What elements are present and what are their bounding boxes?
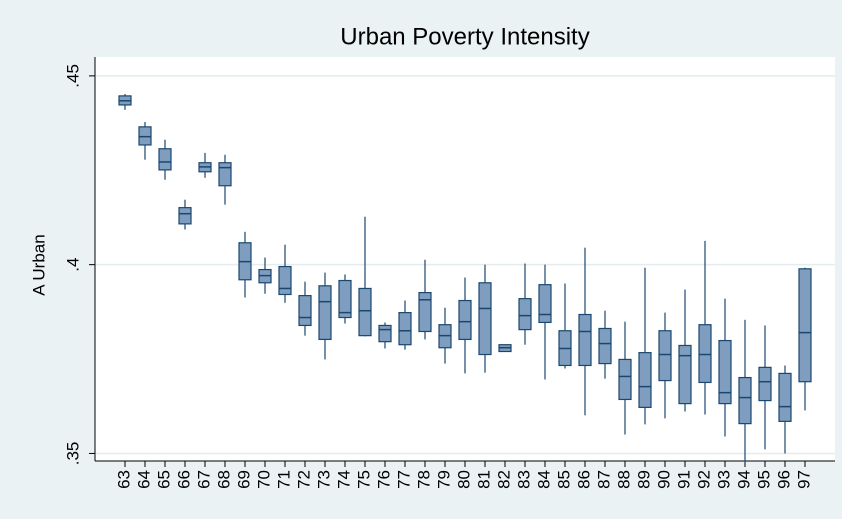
box [398, 312, 412, 346]
box [598, 327, 612, 365]
x-tick-label: 79 [434, 470, 453, 489]
box [218, 162, 232, 187]
box [478, 282, 492, 356]
x-tick-label: 63 [114, 470, 133, 489]
y-tick-label: .4 [63, 258, 82, 272]
x-tick-label: 73 [314, 470, 333, 489]
box [758, 366, 772, 402]
x-tick-label: 78 [414, 470, 433, 489]
x-tick-label: 66 [174, 470, 193, 489]
x-tick-label: 86 [574, 470, 593, 489]
box [458, 299, 472, 341]
x-tick-label: 94 [734, 470, 753, 489]
box [378, 324, 392, 343]
box [338, 279, 352, 319]
x-tick-label: 85 [554, 470, 573, 489]
x-tick-label: 64 [134, 470, 153, 489]
x-tick-label: 91 [674, 470, 693, 489]
x-tick-label: 81 [474, 470, 493, 489]
box [138, 126, 152, 146]
box [278, 265, 292, 296]
x-tick-label: 77 [394, 470, 413, 489]
x-tick-label: 65 [154, 470, 173, 489]
y-tick-label: .35 [63, 442, 82, 466]
x-tick-label: 74 [334, 470, 353, 489]
box [358, 287, 372, 337]
box [178, 207, 192, 225]
x-tick-label: 80 [454, 470, 473, 489]
x-tick-label: 76 [374, 470, 393, 489]
x-tick-label: 69 [234, 470, 253, 489]
x-tick-label: 92 [694, 470, 713, 489]
x-tick-label: 71 [274, 470, 293, 489]
plot-area [95, 57, 835, 461]
x-tick-label: 70 [254, 470, 273, 489]
box [538, 284, 552, 324]
y-axis-label: A Urban [29, 234, 48, 295]
x-tick-label: 72 [294, 470, 313, 489]
box [718, 339, 732, 405]
x-tick-label: 87 [594, 470, 613, 489]
box [618, 358, 632, 401]
x-tick-label: 68 [214, 470, 233, 489]
x-tick-label: 95 [754, 470, 773, 489]
box [578, 313, 592, 367]
x-tick-label: 83 [514, 470, 533, 489]
x-tick-label: 82 [494, 470, 513, 489]
x-tick-label: 84 [534, 470, 553, 489]
x-tick-label: 88 [614, 470, 633, 489]
box [778, 372, 792, 422]
box [518, 298, 532, 331]
box [638, 352, 652, 408]
chart-title: Urban Poverty Intensity [340, 23, 589, 50]
x-tick-label: 90 [654, 470, 673, 489]
box [738, 376, 752, 425]
box [658, 330, 672, 382]
x-tick-label: 67 [194, 470, 213, 489]
box [418, 292, 432, 333]
box [318, 285, 332, 341]
x-tick-label: 96 [774, 470, 793, 489]
box [798, 268, 812, 383]
x-tick-label: 93 [714, 470, 733, 489]
box [298, 295, 312, 327]
box [678, 344, 692, 405]
x-tick-label: 97 [794, 470, 813, 489]
y-tick-label: .45 [63, 64, 82, 88]
box [698, 324, 712, 384]
x-tick-label: 89 [634, 470, 653, 489]
box [158, 148, 172, 171]
x-tick-label: 75 [354, 470, 373, 489]
